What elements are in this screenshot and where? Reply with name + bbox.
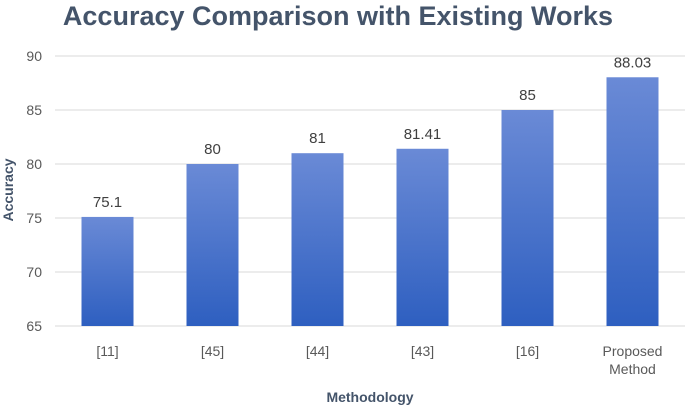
x-tick-label: Proposed Method bbox=[603, 343, 663, 377]
bars bbox=[81, 77, 659, 326]
y-tick-label: 80 bbox=[26, 156, 42, 172]
y-tick-label: 65 bbox=[26, 318, 42, 334]
data-label: 75.1 bbox=[93, 194, 122, 211]
data-label: 85 bbox=[519, 87, 536, 104]
bar bbox=[291, 153, 344, 326]
data-label: 80 bbox=[204, 141, 221, 158]
bar bbox=[186, 164, 239, 326]
x-tick-label: [45] bbox=[201, 343, 224, 359]
bar bbox=[606, 77, 659, 326]
chart-title: Accuracy Comparison with Existing Works bbox=[63, 1, 613, 31]
bar bbox=[396, 148, 449, 326]
y-tick-label: 85 bbox=[26, 102, 42, 118]
x-tick-label: [16] bbox=[516, 343, 539, 359]
data-label: 81.41 bbox=[404, 126, 442, 143]
bar bbox=[501, 110, 554, 326]
y-tick-label: 90 bbox=[26, 48, 42, 64]
x-axis-title: Methodology bbox=[326, 389, 413, 405]
x-axis-ticks: [11] [45] [44] [43] [16] Proposed Method bbox=[96, 343, 662, 377]
x-tick-label: [43] bbox=[411, 343, 434, 359]
data-label: 88.03 bbox=[614, 54, 652, 71]
bar bbox=[81, 216, 134, 326]
y-tick-label: 75 bbox=[26, 210, 42, 226]
x-tick-label: [11] bbox=[96, 343, 118, 359]
gridlines bbox=[55, 55, 685, 327]
y-axis-ticks: 65 70 75 80 85 90 bbox=[26, 48, 42, 334]
data-label: 81 bbox=[309, 130, 326, 147]
y-axis-title: Accuracy bbox=[0, 158, 16, 221]
x-tick-label: [44] bbox=[306, 343, 329, 359]
y-tick-label: 70 bbox=[26, 264, 42, 280]
data-labels: 75.1 80 81 81.41 85 88.03 bbox=[93, 54, 651, 211]
